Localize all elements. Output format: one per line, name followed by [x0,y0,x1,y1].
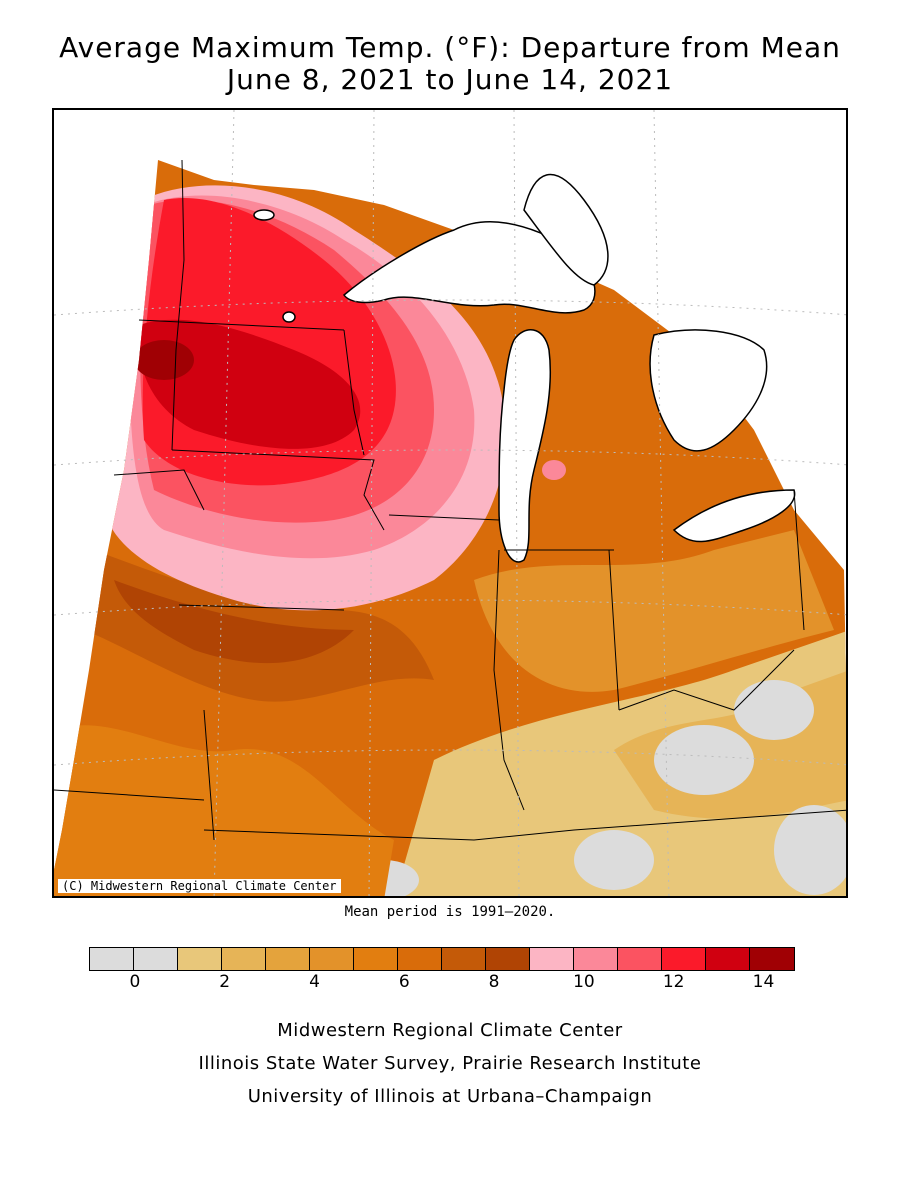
lake-nipigon-area [523,173,609,286]
legend-swatch [530,948,574,970]
border-in-oh [608,549,620,711]
state-boundaries [54,159,846,841]
lake-mille-lacs [282,311,296,323]
lake-red-lake [253,209,275,221]
legend-tick-label: 12 [662,972,685,992]
border-pa-oh [793,489,805,631]
field-near-normal-south [574,830,654,890]
border-wi-il [388,514,500,521]
legend-swatch [706,948,750,970]
legend-swatch [354,948,398,970]
lake-superior [342,221,596,314]
field-band-4to5 [474,530,834,692]
great-lakes [253,173,796,563]
legend-tick-label: 2 [219,972,231,992]
legend-swatch [178,948,222,970]
border-nd-mn [171,159,185,451]
graticule [54,110,846,896]
legend-tick-label: 4 [309,972,320,992]
credit-line-3: University of Illinois at Urbana–Champai… [247,1086,653,1107]
legend-swatch [90,948,134,970]
field-band-5to6-sw [54,725,394,896]
field-band-1to2 [394,630,846,896]
lake-erie [672,489,796,543]
legend-swatch [398,948,442,970]
legend-tick-label: 10 [573,972,595,992]
legend-swatch [134,948,178,970]
graticule-line [653,110,670,896]
graticule-line [213,110,235,896]
legend-swatch [486,948,530,970]
legend-tick-label: 8 [488,972,500,992]
field-michigan-pocket [542,460,566,480]
border-mn-wi [343,329,365,456]
legend-swatch [750,948,794,970]
temperature-map [54,110,846,896]
legend-swatch [442,948,486,970]
legend-tick-label: 6 [398,972,410,992]
field-band-14to15 [134,340,194,380]
legend-swatch [310,948,354,970]
border-nd-sd [138,319,345,331]
graticule-line [513,110,520,896]
mean-period-note: Mean period is 1991–2020. [344,904,556,920]
field-band-13to14 [138,319,361,449]
border-southern [203,809,846,841]
lake-huron [649,329,768,452]
field-near-normal-east [654,725,754,795]
graticule-line [368,110,375,896]
field-near-normal-ohio [734,680,814,740]
legend-swatch [574,948,618,970]
border-il-in [493,549,525,811]
legend-swatch [662,948,706,970]
border-ks-ok [54,789,205,801]
border-ohio-river [618,649,795,711]
legend-tick-label: 14 [752,972,775,992]
legend-tick-label: 0 [129,972,141,992]
map-panel: (C) Midwestern Regional Climate Center [52,108,848,898]
credit-line-2: Illinois State Water Survey, Prairie Res… [198,1053,702,1074]
legend-swatch [618,948,662,970]
border-mn-ia [171,449,385,531]
border-sd-ne [113,469,205,511]
legend-swatch [266,948,310,970]
map-date-range: June 8, 2021 to June 14, 2021 [226,63,674,96]
legend-swatch [222,948,266,970]
map-copyright: (C) Midwestern Regional Climate Center [58,879,341,893]
border-ks-mo [203,709,215,841]
field-near-normal-southeast [774,805,846,895]
border-ia-mo [178,604,345,611]
credit-line-1: Midwestern Regional Climate Center [277,1020,623,1041]
lake-michigan [498,329,552,563]
field-band-8to9 [114,580,354,664]
map-title: Average Maximum Temp. (°F): Departure fr… [59,31,841,64]
color-legend [89,947,795,971]
